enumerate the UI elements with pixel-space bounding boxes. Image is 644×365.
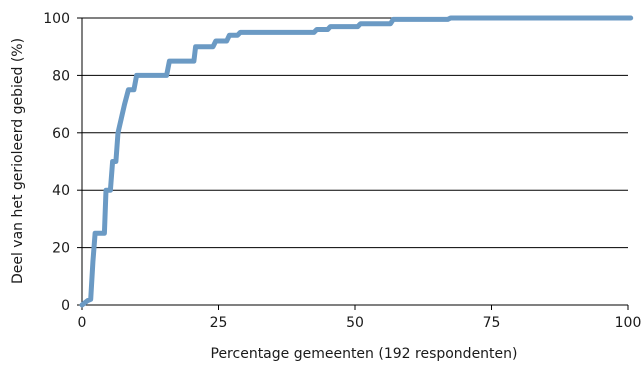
y-tick-label-5: 100 — [43, 11, 70, 27]
y-tick-label-0: 0 — [61, 298, 70, 314]
x-tick-label-0: 0 — [78, 315, 87, 331]
y-tick-label-1: 20 — [52, 241, 70, 257]
x-tick-label-2: 50 — [346, 315, 364, 331]
gridlines — [82, 17, 628, 249]
y-tick-label-3: 60 — [52, 126, 70, 142]
x-tick-label-4: 100 — [615, 315, 642, 331]
y-tick-label-2: 40 — [52, 183, 70, 199]
x-axis-label: Percentage gemeenten (192 respondenten) — [211, 346, 518, 362]
y-ticks: 0 20 40 60 80 100 — [43, 11, 82, 314]
y-axis-label: Deel van het gerioleerd gebied (%) — [10, 38, 26, 284]
x-ticks: 0 25 50 75 100 — [78, 305, 642, 331]
series-line-0 — [79, 15, 634, 308]
series-group — [79, 15, 634, 308]
axes — [81, 18, 628, 306]
y-tick-label-4: 80 — [52, 68, 70, 84]
x-tick-label-1: 25 — [210, 315, 228, 331]
x-tick-label-3: 75 — [483, 315, 501, 331]
